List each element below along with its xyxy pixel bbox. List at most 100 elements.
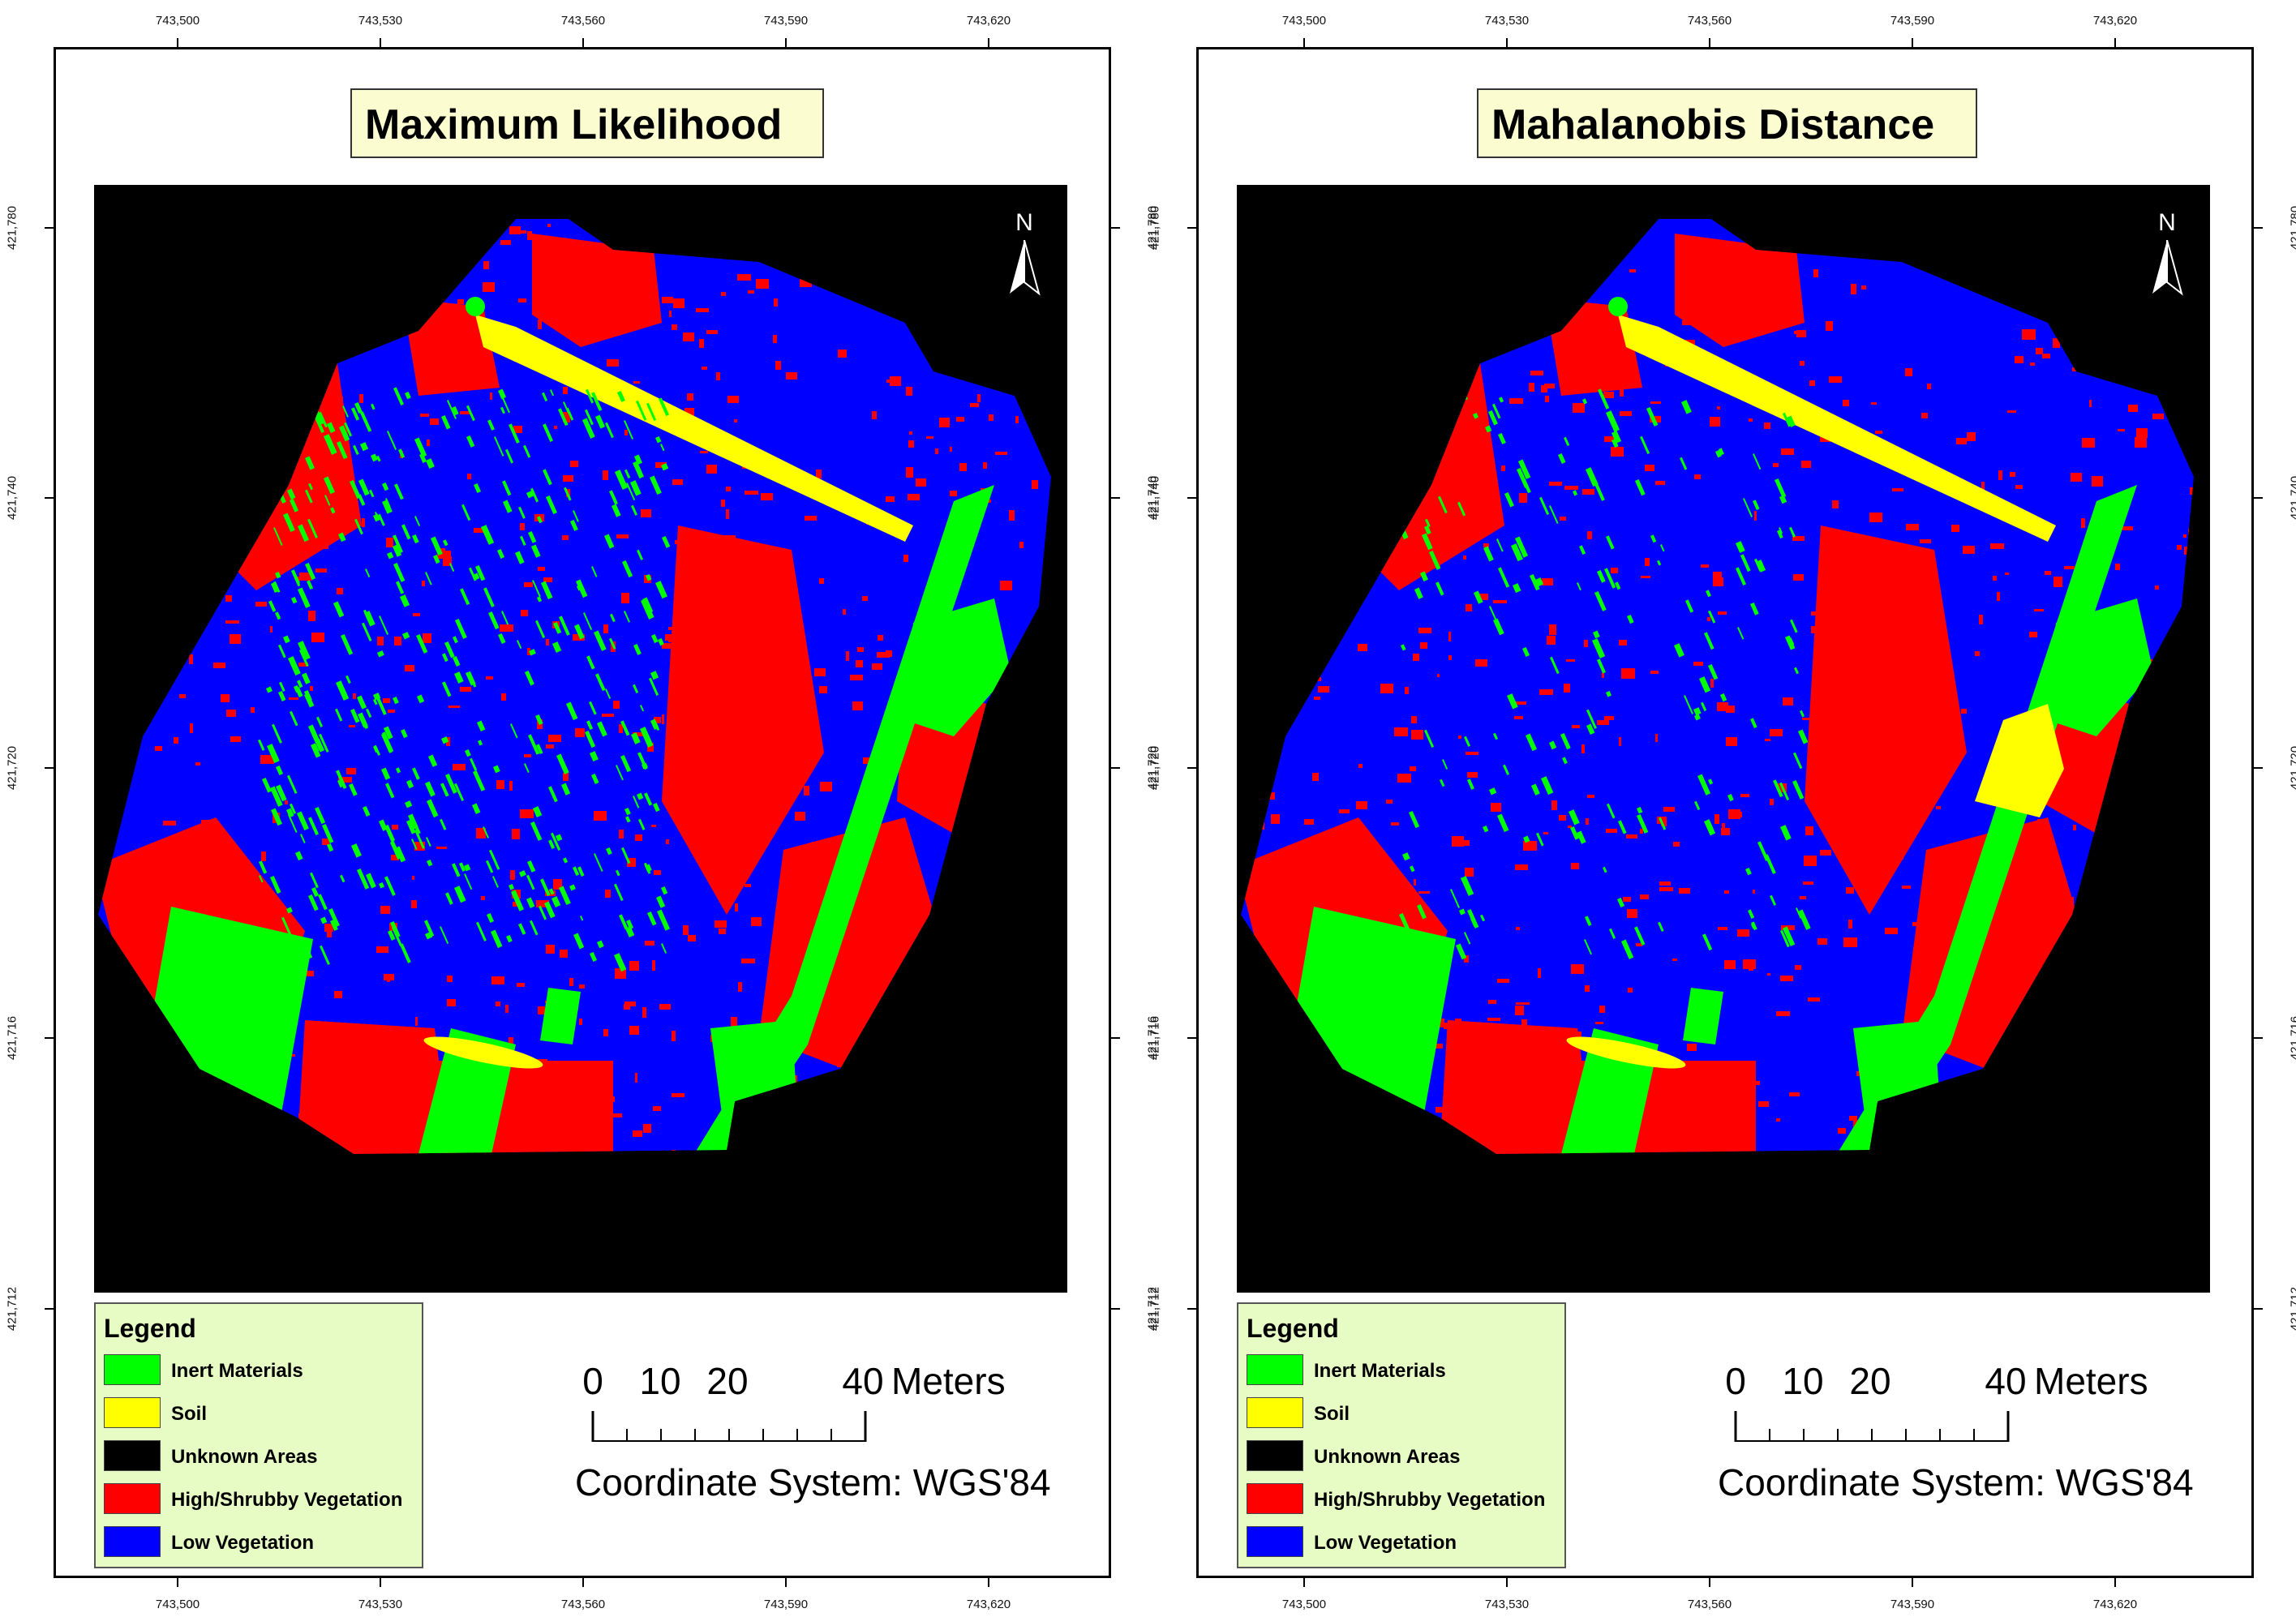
y-tick-left: 421,712 xyxy=(5,1286,19,1332)
legend-label: Soil xyxy=(1314,1403,1350,1425)
tick-mark xyxy=(45,227,56,229)
tick-mark xyxy=(2251,227,2263,229)
y-tick-right: 421,720 xyxy=(2288,745,2296,791)
map-title: Mahalanobis Distance xyxy=(1477,88,1977,158)
tick-mark xyxy=(1109,227,1120,229)
y-tick-left: 421,712 xyxy=(1148,1286,1162,1332)
legend-swatch xyxy=(104,1397,161,1428)
scale-label: 10 xyxy=(639,1360,681,1402)
tick-mark xyxy=(785,38,787,49)
north-arrow-icon xyxy=(1010,240,1041,296)
legend-label: Low Vegetation xyxy=(1314,1532,1457,1554)
tick-mark xyxy=(177,1576,178,1587)
legend-label: Low Vegetation xyxy=(171,1532,315,1554)
tick-mark xyxy=(1187,497,1199,499)
tick-mark xyxy=(45,1037,56,1039)
tick-mark xyxy=(1709,1576,1710,1587)
legend-swatch xyxy=(104,1354,161,1385)
legend-swatch xyxy=(1247,1440,1303,1471)
y-tick-right: 421,740 xyxy=(2288,475,2296,521)
map-frame-maximum-likelihood: 743,500 743,530 743,560 743,590 743,620 … xyxy=(6,14,1160,1611)
tick-mark xyxy=(582,1576,584,1587)
tick-mark xyxy=(2251,497,2263,499)
x-tick-top: 743,560 xyxy=(560,14,606,28)
tick-mark xyxy=(988,38,989,49)
tick-mark xyxy=(2251,1308,2263,1310)
tick-mark xyxy=(1187,1308,1199,1310)
legend-title: Legend xyxy=(104,1314,196,1343)
tick-mark xyxy=(1109,767,1120,769)
y-tick-left: 421,716 xyxy=(1148,1015,1162,1061)
x-tick-bottom: 743,560 xyxy=(1687,1598,1732,1611)
coordinate-system-label: Coordinate System: WGS'84 xyxy=(575,1461,1051,1503)
x-tick-bottom: 743,590 xyxy=(763,1598,809,1611)
legend-swatch xyxy=(1247,1354,1303,1385)
legend-swatch xyxy=(1247,1397,1303,1428)
tick-mark xyxy=(2114,38,2116,49)
scale-label: 0 xyxy=(582,1360,603,1402)
tick-mark xyxy=(177,38,178,49)
tick-mark xyxy=(785,1576,787,1587)
legend-label: Inert Materials xyxy=(1314,1360,1446,1382)
legend-item-low-vegetation: Low Vegetation xyxy=(104,1526,420,1559)
x-tick-top: 743,530 xyxy=(1484,14,1530,28)
legend-item-unknown-areas: Unknown Areas xyxy=(1247,1440,1563,1473)
legend-item-inert-materials: Inert Materials xyxy=(104,1354,420,1387)
legend-swatch xyxy=(104,1440,161,1471)
tick-mark xyxy=(1187,767,1199,769)
north-arrow-icon xyxy=(2152,240,2183,296)
tick-mark xyxy=(2251,767,2263,769)
legend-item-high-shrubby-vegetation: High/Shrubby Vegetation xyxy=(104,1483,420,1516)
tick-mark xyxy=(380,1576,381,1587)
legend-item-soil: Soil xyxy=(104,1397,420,1430)
x-tick-bottom: 743,560 xyxy=(560,1598,606,1611)
y-tick-left: 421,716 xyxy=(5,1015,19,1061)
legend-swatch xyxy=(104,1483,161,1514)
tick-mark xyxy=(45,497,56,499)
y-tick-left: 421,720 xyxy=(1148,745,1162,791)
tick-mark xyxy=(1109,1037,1120,1039)
north-label: N xyxy=(2158,209,2176,236)
scale-label: 40 xyxy=(842,1360,884,1402)
x-tick-bottom: 743,530 xyxy=(358,1598,403,1611)
scale-bar: 0 10 20 40 Meters xyxy=(582,1359,1006,1442)
y-tick-left: 421,740 xyxy=(1148,475,1162,521)
x-tick-bottom: 743,620 xyxy=(966,1598,1011,1611)
x-tick-bottom: 743,500 xyxy=(1281,1598,1327,1611)
y-tick-left: 421,720 xyxy=(5,745,19,791)
x-tick-top: 743,620 xyxy=(2092,14,2138,28)
tick-mark xyxy=(582,38,584,49)
north-arrow: N xyxy=(1004,209,1045,307)
legend-item-soil: Soil xyxy=(1247,1397,1563,1430)
tick-mark xyxy=(1709,38,1710,49)
x-tick-bottom: 743,590 xyxy=(1890,1598,1935,1611)
scale-label: 0 xyxy=(1725,1360,1746,1402)
coordinate-system-label: Coordinate System: WGS'84 xyxy=(1718,1461,2194,1503)
x-tick-top: 743,500 xyxy=(1281,14,1327,28)
scale-bar-ticks xyxy=(591,1411,867,1442)
scale-label: 20 xyxy=(706,1360,749,1402)
y-tick-left: 421,740 xyxy=(5,475,19,521)
tick-mark xyxy=(1187,227,1199,229)
y-tick-left: 421,780 xyxy=(1148,205,1162,251)
legend-label: Soil xyxy=(171,1403,208,1425)
north-label: N xyxy=(1015,209,1033,236)
tick-mark xyxy=(1303,1576,1305,1587)
tick-mark xyxy=(988,1576,989,1587)
scale-label: 40 xyxy=(1985,1360,2027,1402)
tick-mark xyxy=(45,1308,56,1310)
x-tick-top: 743,530 xyxy=(358,14,403,28)
legend-label: Inert Materials xyxy=(171,1360,303,1382)
legend-label: High/Shrubby Vegetation xyxy=(171,1489,403,1511)
y-tick-right: 421,780 xyxy=(2288,205,2296,251)
x-tick-top: 743,620 xyxy=(966,14,1011,28)
scale-bar-ticks xyxy=(1734,1411,2010,1442)
tick-mark xyxy=(1506,38,1508,49)
classification-raster xyxy=(94,185,1067,1293)
legend-title: Legend xyxy=(1247,1314,1339,1343)
tick-mark xyxy=(380,38,381,49)
map-frame-mahalanobis-distance: 743,500 743,530 743,560 743,590 743,620 … xyxy=(1148,14,2296,1611)
scale-label: 20 xyxy=(1849,1360,1891,1402)
tick-mark xyxy=(1912,38,1913,49)
legend-swatch xyxy=(1247,1526,1303,1557)
